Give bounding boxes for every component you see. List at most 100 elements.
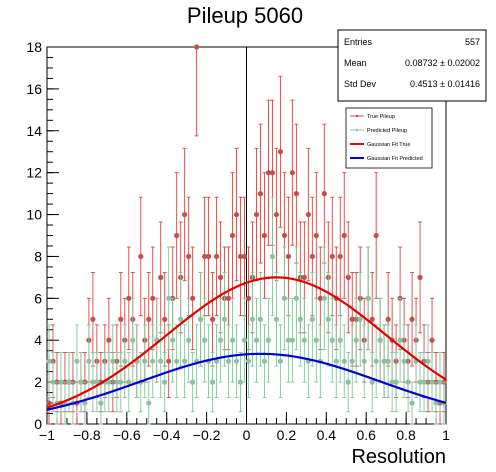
data-point — [78, 379, 84, 385]
data-point — [417, 274, 423, 280]
data-point — [409, 400, 415, 406]
data-point — [217, 274, 224, 280]
data-point — [166, 295, 172, 301]
y-tick-label: 10 — [26, 207, 42, 223]
data-point — [66, 379, 72, 385]
data-point — [265, 170, 272, 176]
data-point — [90, 316, 96, 322]
data-point — [162, 379, 168, 385]
data-point — [401, 358, 407, 364]
data-point — [146, 316, 152, 322]
data-point — [437, 379, 443, 385]
data-point — [46, 358, 52, 364]
data-point — [369, 379, 375, 385]
data-point — [373, 358, 379, 364]
data-point — [373, 232, 379, 239]
data-point — [269, 253, 276, 260]
gaussian-fit-line-1 — [46, 352, 447, 411]
x-tick-label: −0.8 — [73, 427, 101, 443]
data-point — [385, 316, 391, 322]
data-point — [245, 358, 252, 364]
fit-layer — [46, 276, 447, 411]
data-point — [285, 337, 291, 343]
data-point — [321, 295, 327, 301]
data-point — [146, 400, 152, 406]
data-point — [150, 358, 156, 364]
data-point — [261, 358, 268, 364]
x-tick-label: 0 — [243, 427, 251, 443]
data-point — [186, 253, 192, 260]
data-point — [217, 337, 224, 343]
data-point — [178, 316, 184, 322]
data-point — [241, 337, 248, 343]
data-point — [249, 316, 256, 322]
data-point — [409, 316, 415, 322]
y-tick-label: 6 — [34, 290, 42, 306]
data-point — [174, 232, 180, 239]
y-tick-label: 2 — [34, 374, 42, 390]
data-point — [329, 253, 335, 260]
data-point — [309, 253, 315, 260]
data-point — [281, 295, 288, 301]
data-point — [289, 170, 295, 176]
x-tick-label: −0.4 — [153, 427, 181, 443]
data-point — [166, 358, 172, 364]
data-point — [237, 253, 244, 260]
data-point — [425, 358, 431, 364]
data-point — [213, 358, 220, 364]
data-point — [421, 379, 427, 385]
data-point — [377, 337, 383, 343]
data-point — [90, 379, 96, 385]
data-point — [190, 295, 196, 301]
data-point — [202, 253, 208, 260]
data-point — [58, 379, 64, 385]
y-tick-label: 18 — [26, 39, 42, 55]
data-point — [182, 211, 188, 218]
data-point — [429, 379, 435, 385]
data-point — [209, 316, 216, 322]
data-point — [253, 337, 260, 343]
data-point — [429, 337, 435, 343]
data-point — [106, 337, 112, 343]
data-point — [289, 337, 295, 343]
x-tick-label: 1 — [442, 427, 450, 443]
y-tick-label: 4 — [34, 332, 42, 348]
data-point — [213, 253, 220, 260]
data-point — [158, 274, 164, 280]
data-point — [277, 358, 284, 364]
data-point — [329, 337, 335, 343]
data-point — [198, 316, 204, 322]
x-tick-label: 0.4 — [317, 427, 337, 443]
data-point — [110, 358, 116, 364]
data-point — [309, 316, 315, 322]
data-point — [126, 379, 132, 385]
data-point — [361, 358, 367, 364]
data-point — [86, 358, 92, 364]
data-point — [205, 253, 212, 260]
legend-marker — [355, 114, 359, 118]
data-point — [261, 232, 268, 239]
x-tick-label: 0.2 — [277, 427, 297, 443]
data-point — [245, 295, 252, 301]
data-point — [353, 337, 359, 343]
data-point — [225, 295, 232, 301]
data-point — [325, 316, 331, 322]
data-point — [122, 358, 128, 364]
data-point — [106, 379, 112, 385]
stats-mean-value: 0.08732 ± 0.02002 — [405, 58, 480, 68]
data-point — [202, 337, 208, 343]
data-point — [158, 358, 164, 364]
data-point — [285, 253, 291, 260]
data-point — [209, 379, 216, 385]
legend-label: Gaussian Fit Predicted — [367, 156, 423, 162]
data-point — [345, 274, 351, 280]
data-point — [142, 358, 148, 364]
chart-title: Pileup 5060 — [187, 3, 303, 28]
data-point — [273, 211, 280, 218]
gaussian-fit-line-0 — [46, 276, 447, 409]
data-point — [233, 211, 240, 218]
data-point — [130, 337, 136, 343]
data-point — [337, 337, 343, 343]
data-point — [385, 358, 391, 364]
